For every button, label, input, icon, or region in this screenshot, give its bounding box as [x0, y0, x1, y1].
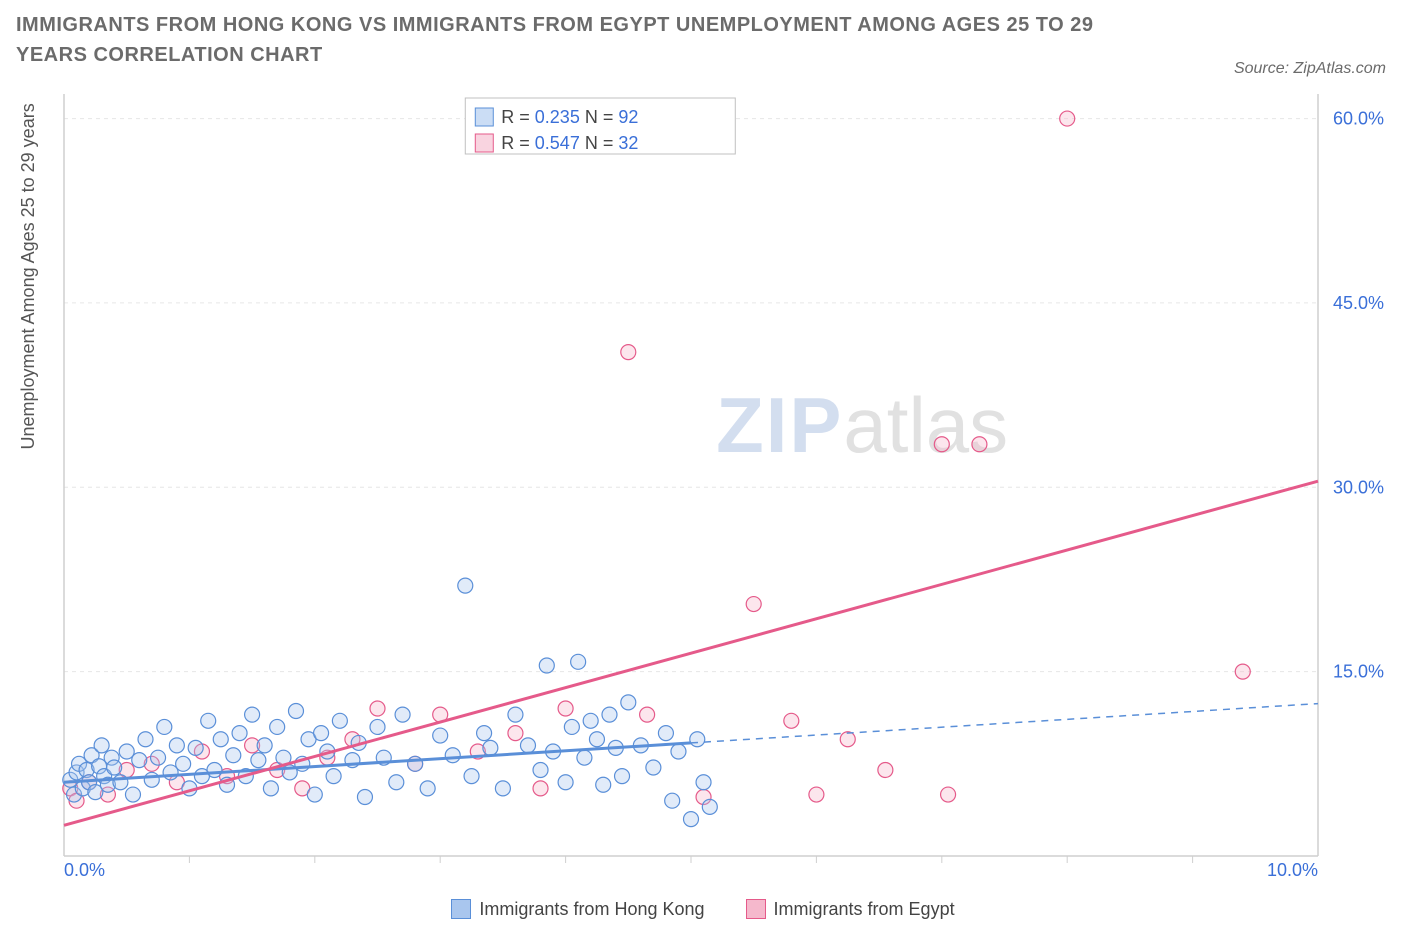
chart-title: IMMIGRANTS FROM HONG KONG VS IMMIGRANTS …: [16, 10, 1136, 70]
svg-text:10.0%: 10.0%: [1267, 860, 1318, 878]
source-label: Source: ZipAtlas.com: [1234, 60, 1386, 78]
y-axis-label: Unemployment Among Ages 25 to 29 years: [18, 103, 39, 449]
svg-text:ZIPatlas: ZIPatlas: [716, 381, 1008, 469]
svg-text:0.0%: 0.0%: [64, 860, 105, 878]
legend-label: Immigrants from Egypt: [774, 899, 955, 920]
legend-label: Immigrants from Hong Kong: [479, 899, 704, 920]
svg-text:R = 0.547 N = 32: R = 0.547 N = 32: [501, 133, 638, 153]
svg-text:60.0%: 60.0%: [1333, 109, 1384, 129]
scatter-svg: ZIPatlas 15.0% 30.0% 45.0% 60.0% 0.0% 10.0% R =…: [58, 88, 1388, 878]
svg-text:R = 0.235 N = 92: R = 0.235 N = 92: [501, 107, 638, 127]
svg-text:15.0%: 15.0%: [1333, 662, 1384, 682]
legend-item-egypt: Immigrants from Egypt: [746, 899, 955, 920]
legend-swatch-icon: [451, 899, 471, 919]
plot-area: ZIPatlas 15.0% 30.0% 45.0% 60.0% 0.0% 10.0% R =…: [58, 88, 1388, 878]
legend-item-hongkong: Immigrants from Hong Kong: [451, 899, 704, 920]
bottom-legend: Immigrants from Hong Kong Immigrants fro…: [0, 899, 1406, 925]
svg-text:45.0%: 45.0%: [1333, 293, 1384, 313]
legend-swatch-icon: [746, 899, 766, 919]
svg-text:30.0%: 30.0%: [1333, 477, 1384, 497]
